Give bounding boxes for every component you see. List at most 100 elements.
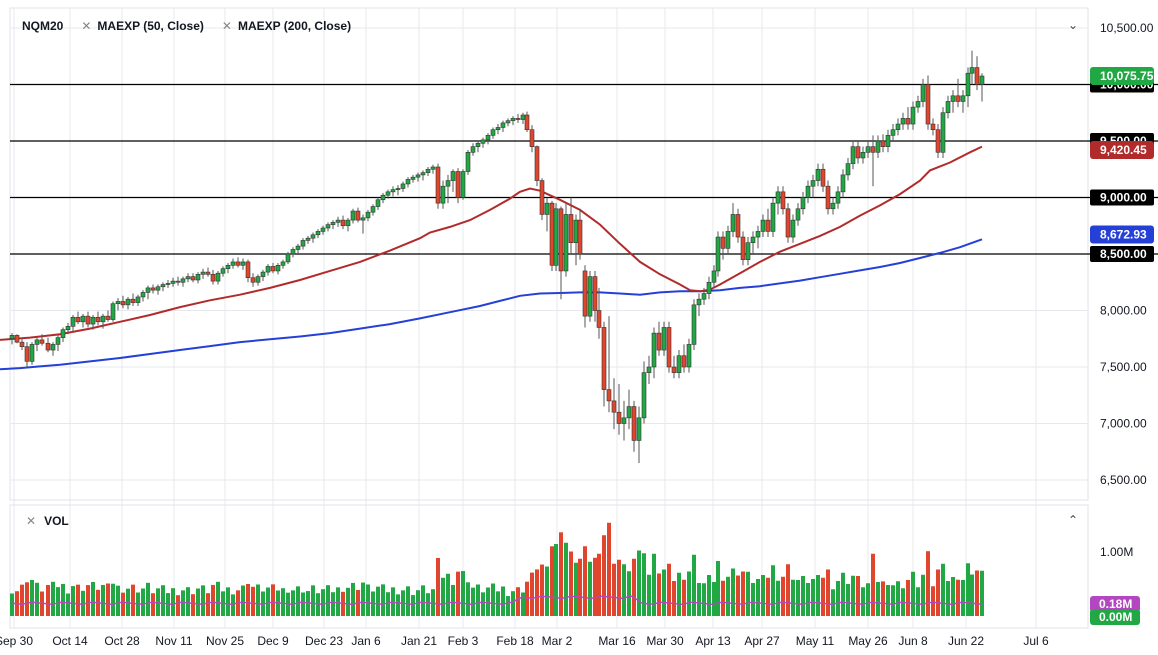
candle	[750, 231, 756, 254]
candle	[235, 257, 241, 268]
candle	[534, 145, 540, 187]
volume-bar	[781, 576, 785, 616]
candle	[355, 207, 361, 223]
close-icon[interactable]: ✕	[26, 514, 37, 528]
candle	[553, 203, 559, 271]
candle	[375, 197, 381, 210]
candle-body	[845, 163, 851, 176]
candle-body	[656, 332, 662, 351]
candle	[9, 333, 15, 345]
candle-body	[696, 298, 702, 306]
close-icon[interactable]: ✕	[81, 19, 92, 33]
x-tick-label: Jan 6	[351, 634, 381, 648]
candle-body	[405, 179, 411, 185]
candle-body	[765, 219, 771, 232]
candle-body	[295, 245, 301, 250]
candle-body	[875, 140, 881, 153]
candle	[465, 150, 471, 175]
candle-body	[706, 281, 712, 294]
close-icon[interactable]: ✕	[221, 19, 232, 33]
candle-body	[955, 95, 961, 102]
candle	[445, 174, 451, 204]
volume-bar	[936, 569, 940, 616]
chevron-up-icon[interactable]: ⌃	[1068, 513, 1079, 527]
candle	[340, 215, 346, 230]
candle	[661, 321, 667, 356]
candle-body	[185, 276, 191, 280]
candle-body	[860, 152, 866, 159]
candle-body	[210, 274, 216, 282]
volume-bar	[216, 581, 220, 616]
candle	[370, 204, 376, 216]
candle	[860, 146, 866, 164]
candle-body	[275, 264, 281, 272]
candle	[360, 214, 366, 234]
candle	[500, 120, 506, 132]
candle	[945, 95, 951, 119]
candle-body	[701, 293, 707, 300]
volume-bar	[421, 585, 425, 616]
volume-bar	[71, 586, 75, 616]
symbol-label[interactable]: NQM20	[22, 19, 64, 33]
candle	[940, 107, 946, 158]
candle	[626, 389, 632, 430]
candle	[820, 163, 826, 192]
candle	[706, 276, 712, 300]
candle	[549, 200, 555, 271]
volume-bar	[386, 592, 390, 616]
volume-bar	[707, 575, 711, 616]
candle	[300, 238, 306, 250]
chart-legend: NQM20 ✕ MAEXP (50, Close) ✕ MAEXP (200, Cl…	[22, 19, 351, 33]
candle-body	[345, 219, 351, 227]
candle-body	[150, 287, 156, 291]
candle-body	[573, 219, 579, 244]
candle	[520, 112, 526, 125]
volume-bar	[481, 592, 485, 616]
price-badge	[1090, 66, 1154, 85]
candle	[671, 355, 677, 379]
volume-bar	[186, 587, 190, 616]
candle	[200, 268, 206, 279]
candle-body	[380, 194, 386, 201]
ma200-legend[interactable]: ✕ MAEXP (200, Close)	[222, 19, 351, 33]
candle-body	[524, 114, 530, 131]
candle-body	[840, 174, 846, 193]
candle-body	[325, 224, 331, 229]
volume-bar	[731, 568, 735, 616]
ma50-legend[interactable]: ✕ MAEXP (50, Close)	[81, 19, 204, 33]
candle-body	[440, 185, 446, 204]
candle	[544, 197, 550, 232]
volume-bar	[56, 587, 60, 616]
candle-body	[255, 276, 261, 283]
candle-body	[711, 270, 717, 283]
candle	[490, 127, 496, 139]
candle	[870, 135, 876, 187]
volume-bar	[311, 585, 315, 616]
candle-body	[430, 166, 436, 170]
ma200-path	[0, 238, 983, 371]
volume-bar	[951, 577, 955, 616]
candle-body	[825, 185, 831, 210]
volume-bar	[736, 575, 740, 616]
candle-body	[621, 417, 627, 424]
level-badge	[1090, 189, 1154, 206]
volume-bar	[246, 584, 250, 616]
volume-bar	[588, 561, 592, 616]
volume-bar	[657, 573, 661, 616]
candle-body	[75, 316, 81, 323]
candle-body	[355, 210, 361, 221]
candle	[925, 75, 931, 130]
candle	[130, 293, 136, 306]
volume-bar	[456, 571, 460, 616]
candle	[440, 180, 446, 209]
volume-bar	[597, 553, 601, 616]
candle-body	[805, 185, 811, 198]
chevron-down-icon[interactable]: ⌄	[1068, 18, 1079, 32]
candle-body	[475, 142, 481, 147]
candle	[539, 178, 545, 221]
candle	[495, 124, 501, 135]
candle-body	[85, 315, 91, 325]
volume-bar	[941, 563, 945, 616]
